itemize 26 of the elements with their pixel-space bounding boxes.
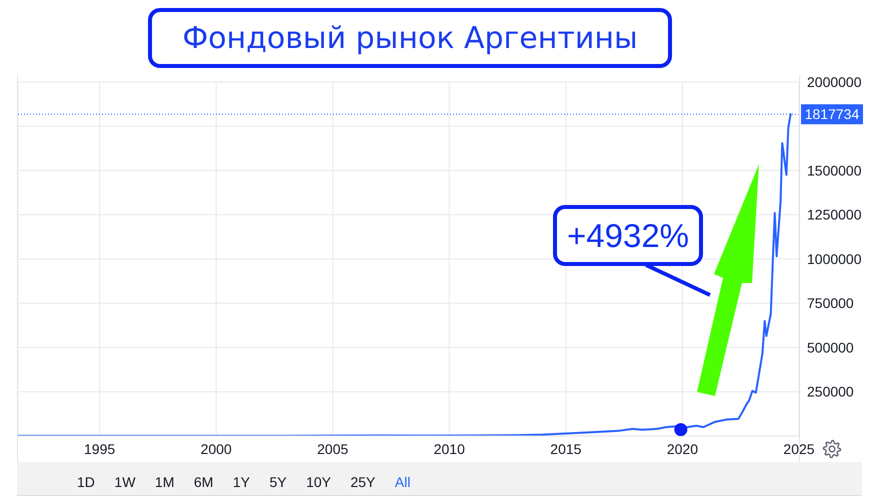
x-tick-label: 2020 (666, 440, 698, 457)
text: 1Y (232, 473, 250, 491)
y-tick-label: 1500000 (807, 162, 862, 178)
x-tick-label: 2000 (200, 440, 232, 457)
text: 25Y (350, 473, 376, 491)
y-tick-label: 2000000 (807, 74, 862, 90)
y-tick-label: 1250000 (807, 206, 862, 223)
y-tick-label: 250000 (807, 384, 854, 400)
x-tick-label: 2025 (783, 440, 815, 457)
x-tick-label: 1995 (84, 440, 116, 457)
text: All (394, 473, 410, 491)
x-tick-label: 2005 (317, 440, 349, 457)
text: 5Y (269, 473, 287, 491)
text: 10Y (306, 473, 331, 491)
text: 1W (114, 473, 136, 491)
ref-line-label: 1817734 (804, 106, 860, 122)
y-tick-label: 1000000 (807, 250, 862, 267)
x-tick-label: 2010 (434, 440, 466, 457)
annotation: +4932% (553, 205, 703, 266)
text: 1M (154, 473, 174, 491)
text: 1D (77, 473, 95, 491)
text: 6M (194, 473, 214, 491)
chart-title: Фондовый рынок Аргентины (148, 8, 672, 68)
y-tick-label: 500000 (807, 339, 854, 356)
y-tick-label: 750000 (807, 295, 854, 312)
x-tick-label: 2015 (550, 440, 582, 457)
